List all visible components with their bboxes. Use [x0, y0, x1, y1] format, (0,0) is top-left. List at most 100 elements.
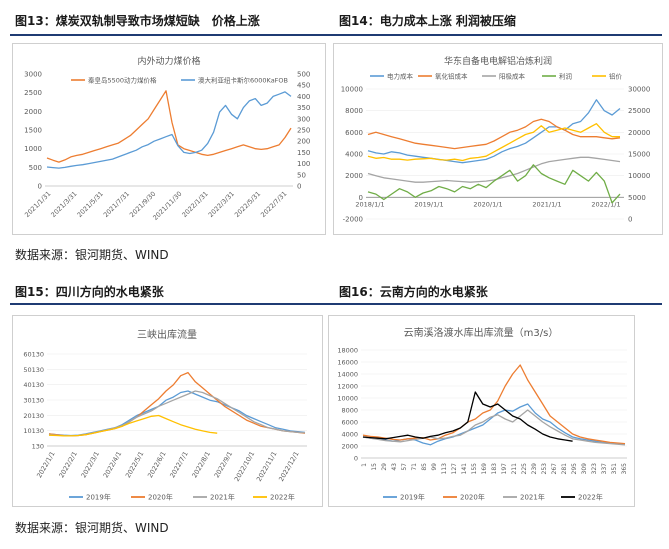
y-right-tick-label: 0 — [628, 216, 632, 224]
y-tick-label: 14000 — [337, 371, 358, 379]
x-tick-label: 281 — [561, 463, 568, 475]
data-source-bottom: 数据来源：银河期货、WIND — [15, 521, 169, 535]
series-2022年-line — [48, 414, 218, 437]
y-tick-label: 18000 — [337, 347, 358, 355]
legend-label: 2022年 — [578, 493, 603, 502]
y-right-tick-label: 10000 — [628, 172, 650, 180]
x-tick-label: 2022/1/31 — [181, 190, 210, 219]
x-tick-label: 2020/1/1 — [473, 200, 502, 208]
aluminum-profit-chart: 华东自备电电解铝冶炼利润 -2000 0 2000 4000 6000 8000 10000 0… — [341, 55, 651, 224]
chart-title: 内外动力煤价格 — [137, 55, 200, 67]
coal-price-chart: 内外动力煤价格 0 500 1000 1500 2000 2500 3000 0 50 100 150… — [23, 55, 310, 222]
x-tick-label: 29 — [381, 463, 388, 471]
x-tick-label: 309 — [581, 463, 588, 475]
series-aluminum-price-line — [367, 123, 620, 162]
y-left-tick-label: 1000 — [24, 145, 42, 153]
series-profit-line — [367, 164, 621, 204]
aluminum-chart-panel: 华东自备电电解铝冶炼利润 -2000 0 2000 4000 6000 8000 10000 0… — [333, 43, 663, 235]
y-tick-label: 10000 — [337, 395, 358, 403]
x-tick-label: 2022/5/1 — [124, 450, 146, 479]
y-right-tick-label: 50 — [297, 171, 306, 179]
figure-16-title: 图16：云南方向的水电紧张 — [339, 285, 488, 299]
y-left-tick-label: 3000 — [24, 71, 42, 79]
x-tick-label: 57 — [401, 463, 408, 471]
title-rule-top — [10, 34, 662, 36]
legend-label: 2021年 — [210, 493, 235, 502]
x-tick-label: 225 — [521, 463, 528, 475]
x-tick-label: 155 — [471, 463, 478, 475]
x-tick-label: 2021/7/31 — [102, 190, 131, 219]
legend-label: 氧化铝成本 — [435, 72, 468, 81]
x-tick-label: 2022/2/1 — [57, 450, 79, 479]
x-tick-label: 2022/10/1 — [233, 450, 257, 483]
x-tick-label: 2022/12/1 — [277, 450, 301, 483]
series-2020年-line — [48, 371, 306, 437]
y-tick-label: 130 — [32, 443, 44, 451]
xiluodu-chart-panel: 云南溪洛渡水库出库流量（m3/s） 0 2000 4000 6000 8000 10000 1… — [328, 315, 635, 507]
y-left-tick-label: 1500 — [24, 127, 42, 135]
series-alumina-cost-line — [367, 118, 621, 150]
legend-label: 澳大利亚纽卡斯尔6000KaFOB — [198, 76, 288, 85]
x-tick-label: 267 — [551, 463, 558, 475]
series-2020年-line — [362, 364, 626, 445]
y-right-tick-label: 200 — [297, 138, 310, 146]
x-tick-label: 337 — [601, 463, 608, 475]
data-source-top: 数据来源：银河期货、WIND — [15, 248, 169, 262]
legend-label: 2019年 — [86, 493, 111, 502]
legend-label: 秦皇岛5500动力煤价格 — [88, 76, 157, 85]
y-right-tick-label: 250 — [297, 127, 310, 135]
x-tick-label: 71 — [411, 463, 418, 471]
legend-label: 电力成本 — [387, 72, 414, 81]
x-tick-label: 85 — [421, 463, 428, 471]
y-tick-label: 10130 — [23, 427, 44, 435]
figure-15-title: 图15：四川方向的水电紧张 — [15, 285, 164, 299]
chart-title: 华东自备电电解铝冶炼利润 — [444, 55, 552, 67]
x-tick-label: 2022/1/1 — [35, 450, 57, 479]
x-tick-label: 1 — [361, 463, 368, 467]
x-tick-label: 365 — [621, 463, 628, 475]
x-tick-label: 2022/4/1 — [102, 450, 124, 479]
y-right-tick-label: 450 — [297, 82, 310, 90]
x-tick-label: 2021/5/31 — [76, 190, 105, 219]
x-tick-label: 2022/7/1 — [168, 450, 190, 479]
x-tick-label: 2022/8/1 — [190, 450, 212, 479]
series-2022年-line — [362, 391, 573, 442]
y-tick-label: 4000 — [341, 431, 358, 439]
x-tick-label: 169 — [481, 463, 488, 475]
x-tick-label: 99 — [431, 463, 438, 471]
y-left-tick-label: 8000 — [345, 107, 363, 115]
y-tick-label: 12000 — [337, 383, 358, 391]
series-qinhuangdao-line — [46, 90, 292, 163]
y-right-tick-label: 500 — [297, 71, 310, 79]
x-tick-label: 2021/1/1 — [532, 200, 561, 208]
y-right-tick-label: 5000 — [628, 194, 646, 202]
series-2021年-line — [362, 409, 626, 446]
legend-label: 2020年 — [460, 493, 485, 502]
y-tick-label: 60130 — [23, 351, 44, 359]
y-tick-label: 50130 — [23, 366, 44, 374]
figure-13-title: 图13：煤炭双轨制导致市场煤短缺 价格上涨 — [15, 14, 260, 28]
x-tick-label: 43 — [391, 463, 398, 471]
y-right-tick-label: 100 — [297, 160, 310, 168]
x-tick-label: 2022/7/31 — [259, 190, 288, 219]
legend-label: 2021年 — [520, 493, 545, 502]
x-tick-label: 141 — [461, 463, 468, 475]
y-tick-label: 2000 — [341, 443, 358, 451]
xiluodu-outflow-chart: 云南溪洛渡水库出库流量（m3/s） 0 2000 4000 6000 8000 10000 1… — [337, 326, 628, 502]
sanxia-chart-panel: 三峡出库流量 130 10130 20130 30130 40130 50130 60130 2… — [12, 315, 323, 507]
y-left-tick-label: 2500 — [24, 89, 42, 97]
y-left-tick-label: 10000 — [341, 86, 363, 94]
sanxia-outflow-chart: 三峡出库流量 130 10130 20130 30130 40130 50130 60130 2… — [23, 328, 307, 502]
x-tick-label: 2022/5/31 — [233, 190, 262, 219]
x-tick-label: 253 — [541, 463, 548, 475]
y-tick-label: 0 — [354, 455, 358, 463]
x-tick-label: 183 — [491, 463, 498, 475]
series-anode-cost-line — [367, 156, 621, 183]
y-right-tick-label: 300 — [297, 115, 310, 123]
y-tick-label: 8000 — [341, 407, 358, 415]
x-tick-label: 2022/3/1 — [80, 450, 102, 479]
y-tick-label: 6000 — [341, 419, 358, 427]
x-tick-label: 2019/1/1 — [414, 200, 443, 208]
y-right-tick-label: 30000 — [628, 86, 650, 94]
x-tick-label: 2022/3/31 — [207, 190, 236, 219]
